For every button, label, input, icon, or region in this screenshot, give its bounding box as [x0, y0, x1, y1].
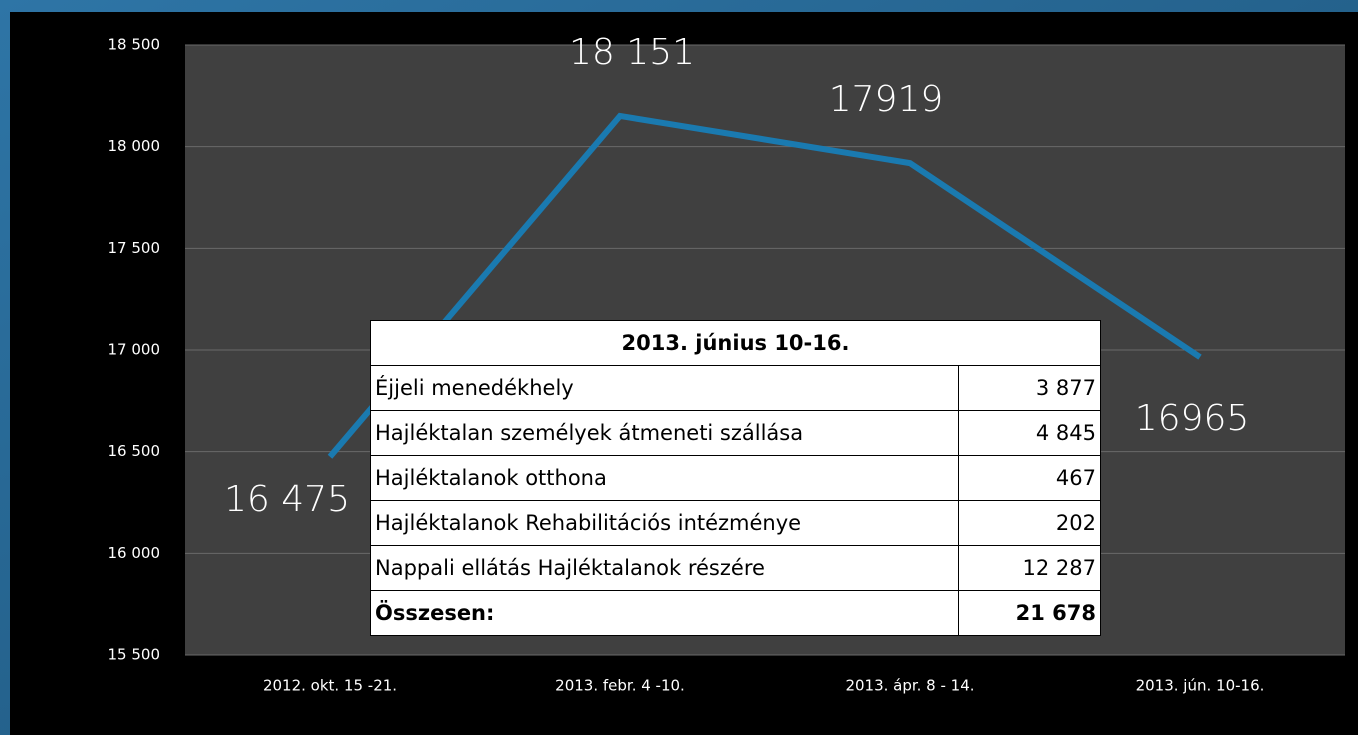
table-label: Hajléktalanok Rehabilitációs intézménye: [370, 500, 959, 546]
table-row: Hajléktalanok otthona 467: [370, 455, 1101, 501]
table-row: Nappali ellátás Hajléktalanok részére 12 …: [370, 545, 1101, 591]
table-label: Hajléktalanok otthona: [370, 455, 959, 501]
summary-table: 2013. június 10-16. Éjjeli menedékhely 3 …: [370, 320, 1101, 636]
x-tick-label: 2013. jún. 10-16.: [1136, 677, 1265, 695]
table-value: 3 877: [958, 365, 1101, 411]
table-row: Éjjeli menedékhely 3 877: [370, 365, 1101, 411]
x-tick-label: 2013. febr. 4 -10.: [555, 677, 685, 695]
y-tick-label: 15 500: [108, 646, 161, 664]
table-value: 4 845: [958, 410, 1101, 456]
table-label: Éjjeli menedékhely: [370, 365, 959, 411]
table-label: Összesen:: [370, 590, 959, 636]
table-label: Nappali ellátás Hajléktalanok részére: [370, 545, 959, 591]
x-tick-label: 2012. okt. 15 -21.: [263, 677, 397, 695]
table-value: 12 287: [958, 545, 1101, 591]
data-label: 16965: [1135, 398, 1250, 439]
y-tick-label: 16 000: [108, 544, 161, 562]
data-label: 18 151: [569, 32, 695, 73]
table-value: 467: [958, 455, 1101, 501]
table-row: Hajléktalan személyek átmeneti szállása 4…: [370, 410, 1101, 456]
table-value: 202: [958, 500, 1101, 546]
table-value: 21 678: [958, 590, 1101, 636]
table-title: 2013. június 10-16.: [370, 320, 1101, 366]
data-label: 17919: [829, 79, 944, 120]
y-tick-label: 18 000: [108, 137, 161, 155]
y-tick-label: 17 500: [108, 239, 161, 257]
y-tick-label: 17 000: [108, 341, 161, 359]
data-label: 16 475: [224, 479, 350, 520]
y-tick-label: 16 500: [108, 442, 161, 460]
x-tick-label: 2013. ápr. 8 - 14.: [845, 677, 974, 695]
table-row: Hajléktalanok Rehabilitációs intézménye 2…: [370, 500, 1101, 546]
table-label: Hajléktalan személyek átmeneti szállása: [370, 410, 959, 456]
y-tick-label: 18 500: [108, 36, 161, 54]
line-series: [327, 112, 1202, 459]
table-row: Összesen: 21 678: [370, 590, 1101, 636]
